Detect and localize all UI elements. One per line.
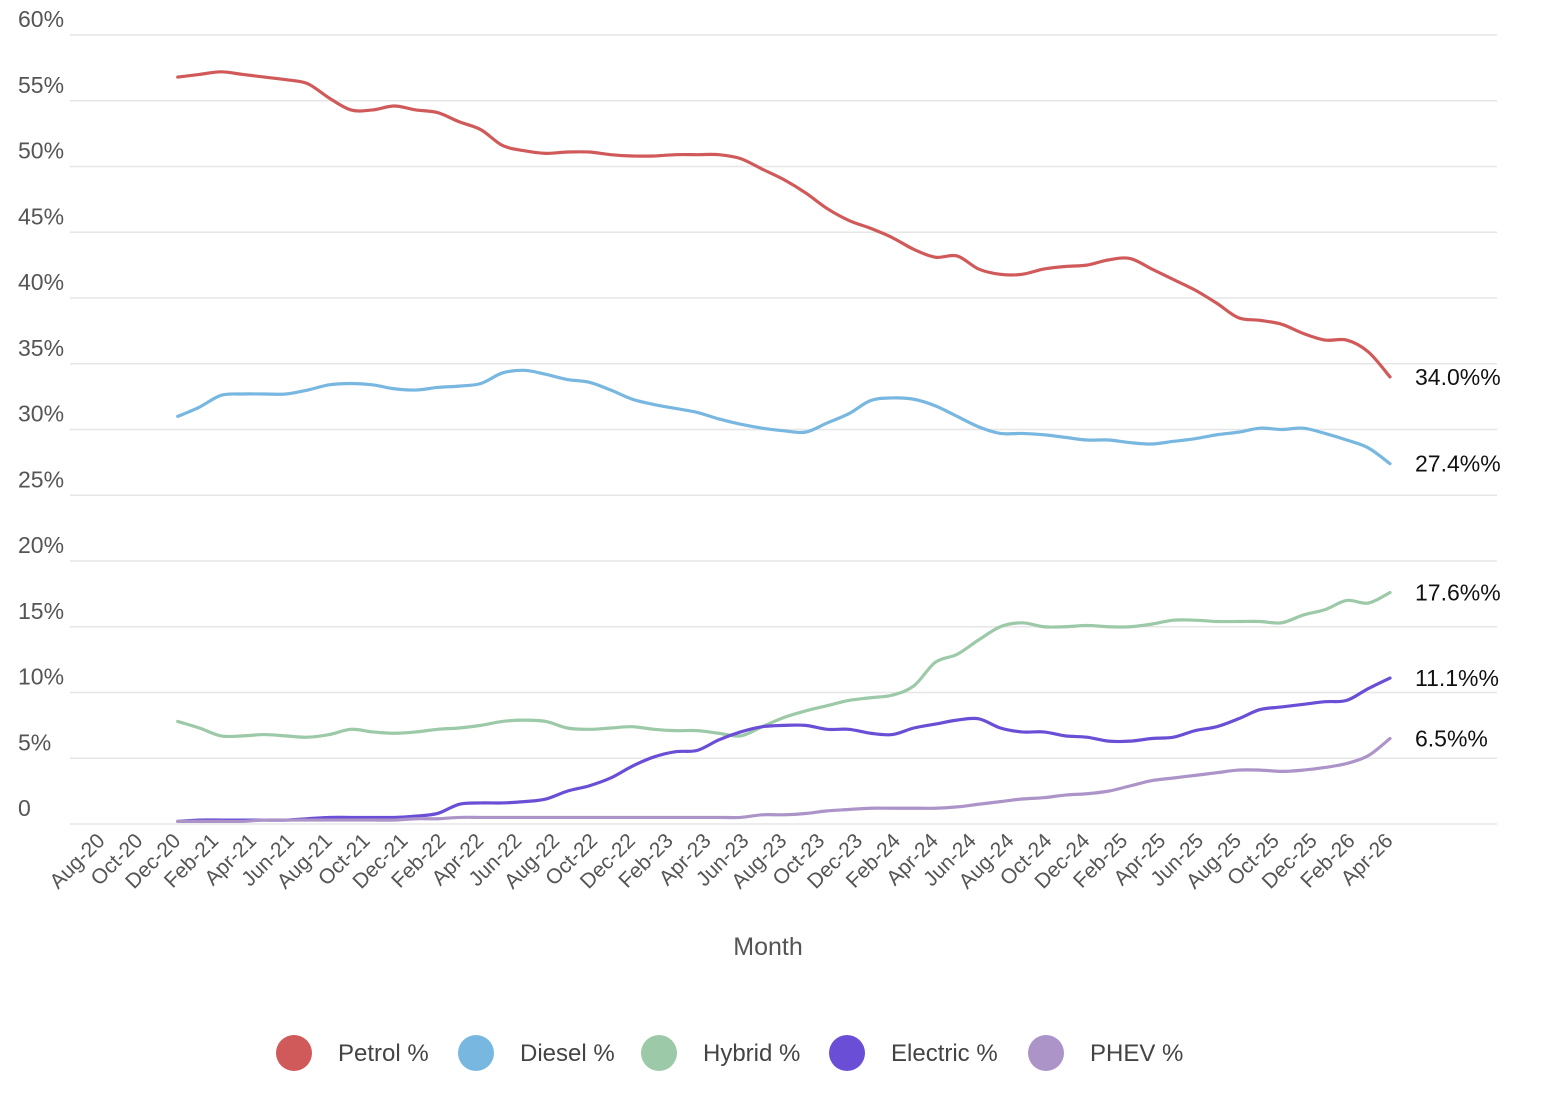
y-tick-label: 30% <box>18 401 64 427</box>
y-tick-label: 25% <box>18 466 64 492</box>
y-tick-label: 20% <box>18 532 64 558</box>
legend-label: Electric % <box>891 1040 998 1067</box>
legend-label: Petrol % <box>338 1040 429 1067</box>
y-tick-label: 60% <box>18 6 64 32</box>
legend-swatch <box>276 1035 312 1071</box>
end-label-petrol: 34.0%% <box>1415 364 1501 390</box>
legend-swatch <box>1028 1035 1064 1071</box>
legend-label: Hybrid % <box>703 1040 800 1067</box>
end-label-hybrid: 17.6%% <box>1415 580 1501 606</box>
y-tick-label: 45% <box>18 203 64 229</box>
end-label-diesel: 27.4%% <box>1415 451 1501 477</box>
series-line-phev <box>176 736 1392 824</box>
end-value-labels: 34.0%% 27.4%% 17.6%% 11.1%% 6.5%% <box>1415 364 1501 752</box>
x-axis-title: Month <box>733 933 802 961</box>
y-tick-label: 55% <box>18 72 64 98</box>
y-tick-label: 35% <box>18 335 64 361</box>
legend: Petrol % Diesel % Hybrid % Electric % PHEV % <box>276 1035 1183 1071</box>
grid-lines <box>70 34 1497 825</box>
end-label-electric: 11.1%% <box>1415 665 1499 691</box>
y-tick-label: 15% <box>18 598 64 624</box>
legend-swatch <box>458 1035 494 1071</box>
y-tick-label: 10% <box>18 664 64 690</box>
x-axis-ticks: Aug-20Oct-20Dec-20Feb-21Apr-21Jun-21Aug-… <box>45 829 1397 893</box>
series-line-hybrid <box>176 590 1392 739</box>
legend-swatch <box>829 1035 865 1071</box>
end-label-phev: 6.5%% <box>1415 726 1488 752</box>
y-tick-label: 5% <box>18 729 51 755</box>
legend-swatch <box>641 1035 677 1071</box>
series-lines <box>176 70 1392 824</box>
legend-item-diesel: Diesel % <box>458 1035 615 1071</box>
legend-item-petrol: Petrol % <box>276 1035 429 1071</box>
y-axis-ticks: 0 5% 10% 15% 20% 25% 30% 35% 40% 45% 50% 55% 60% <box>18 6 64 821</box>
legend-label: PHEV % <box>1090 1040 1183 1067</box>
series-line-petrol <box>176 70 1392 379</box>
legend-item-hybrid: Hybrid % <box>641 1035 800 1071</box>
legend-item-electric: Electric % <box>829 1035 998 1071</box>
series-line-diesel <box>176 368 1392 466</box>
y-tick-label: 0 <box>18 795 31 821</box>
y-tick-label: 40% <box>18 269 64 295</box>
series-line-electric <box>176 676 1392 823</box>
legend-label: Diesel % <box>520 1040 615 1067</box>
legend-item-phev: PHEV % <box>1028 1035 1183 1071</box>
y-tick-label: 50% <box>18 138 64 164</box>
